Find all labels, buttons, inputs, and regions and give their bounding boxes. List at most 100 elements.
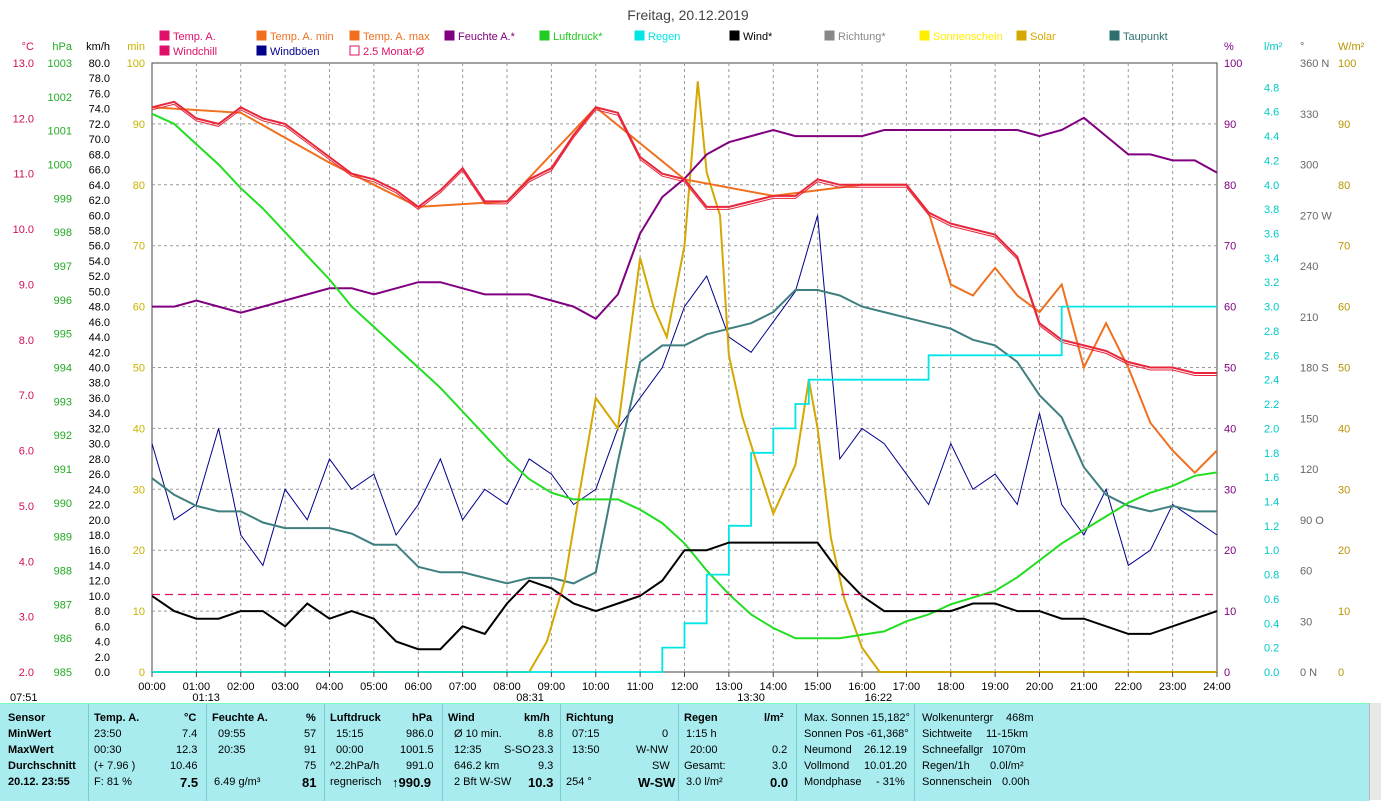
- solar-tick-label: 90: [1338, 119, 1350, 131]
- humidity-tick-label: 70: [1224, 241, 1236, 253]
- weather-chart: Freitag, 20.12.2019 Temp. A. Temp. A. min…: [10, 7, 1365, 703]
- x-tick-label: 21:00: [1070, 681, 1098, 693]
- pressure-tick-label: 993: [54, 396, 72, 408]
- pressure-tick-label: 985: [54, 667, 72, 679]
- x-tick-label: 00:00: [138, 681, 166, 693]
- humidity-tick-label: 30: [1224, 484, 1236, 496]
- clock-left-label: 07:51: [10, 692, 38, 703]
- temp-tick-label: 6.0: [19, 446, 34, 458]
- temp-header: Temp. A.: [94, 712, 140, 724]
- legend-swatch: [256, 30, 267, 41]
- rain-tick-label: 3.0: [1264, 302, 1279, 314]
- temp-avg-value: 10.46: [170, 760, 198, 772]
- temp-tick-label: 3.0: [19, 612, 34, 624]
- legend-swatch: [349, 30, 360, 41]
- rain-duration: 1:15 h: [686, 728, 717, 740]
- wind-tick-label: 32.0: [89, 423, 110, 435]
- temp-unit: °C: [184, 712, 197, 724]
- pressure-tick-label: 988: [54, 566, 72, 578]
- wind-tick-label: 62.0: [89, 195, 110, 207]
- direction-max-time: 13:50: [572, 744, 600, 756]
- humidity-tick-label: 60: [1224, 302, 1236, 314]
- status-bar: Sensor MinWert MaxWert Durchschnitt 20.1…: [0, 703, 1370, 801]
- x-tick-label: 17:00: [893, 681, 921, 693]
- direction-now-value: W-SW: [638, 775, 676, 790]
- rain-tick-label: 4.4: [1264, 131, 1279, 143]
- legend-swatch: [444, 30, 455, 41]
- series-temp-a: [151, 100, 1217, 374]
- direction-tick-label: 120: [1300, 464, 1318, 476]
- arrow-up-icon: ↑: [392, 775, 399, 790]
- x-tick-label: 13:00: [715, 681, 743, 693]
- min-tick-label: 30: [133, 484, 145, 496]
- sensor-header: Sensor: [8, 712, 46, 724]
- wind-tick-label: 50.0: [89, 286, 110, 298]
- humidity-tick-label: 10: [1224, 606, 1236, 618]
- humidity-tick-label: 80: [1224, 180, 1236, 192]
- legend-label: Windchill: [173, 46, 217, 58]
- pressure-min-time: 15:15: [336, 728, 364, 740]
- legend-swatch: [159, 30, 170, 41]
- rain-max-value: 0.2: [772, 744, 788, 756]
- rain-tick-label: 0.2: [1264, 643, 1279, 655]
- maxwert-label: MaxWert: [8, 744, 54, 756]
- temp-tick-label: 2.0: [19, 667, 34, 679]
- wind-tick-label: 76.0: [89, 88, 110, 100]
- rain-unit-label: l/m²: [1264, 41, 1283, 53]
- humidity-tick-label: 90: [1224, 119, 1236, 131]
- direction-tick-label: 150: [1300, 413, 1318, 425]
- pressure-tick-label: 1002: [48, 92, 72, 104]
- x-tick-label: 24:00: [1203, 681, 1231, 693]
- rain-per-hour-label: Regen/1h: [922, 760, 970, 772]
- snowline-label: Schneefallgr: [922, 744, 984, 756]
- rain-tick-label: 2.6: [1264, 350, 1279, 362]
- max-sun-elevation: Max. Sonnen 15,182°: [804, 712, 910, 724]
- wind-tick-label: 36.0: [89, 393, 110, 405]
- pressure-max-value: 1001.5: [400, 744, 434, 756]
- x-tick-label: 20:00: [1026, 681, 1054, 693]
- pressure-section: Luftdruck hPa 15:15 986.0 00:00 1001.5 ^…: [324, 704, 443, 801]
- series-windb-en: [151, 215, 1218, 567]
- sun-event-label: 16:22: [865, 692, 893, 703]
- rain-unit: l/m²: [764, 712, 784, 724]
- wind-tick-label: 0.0: [95, 667, 110, 679]
- direction-tick-label: 210: [1300, 312, 1318, 324]
- humidity-now-label: 6.49 g/m³: [214, 776, 261, 788]
- min-tick-label: 10: [133, 606, 145, 618]
- plot-area: [151, 81, 1218, 673]
- x-tick-label: 09:00: [538, 681, 566, 693]
- humidity-tick-label: 0: [1224, 667, 1230, 679]
- moon-phase-value: - 31%: [876, 776, 905, 788]
- humidity-header: Feuchte A.: [212, 712, 268, 724]
- pressure-tick-label: 991: [54, 464, 72, 476]
- minwert-label: MinWert: [8, 728, 52, 740]
- solar-tick-label: 40: [1338, 423, 1350, 435]
- x-tick-label: 15:00: [804, 681, 832, 693]
- wind-tick-label: 28.0: [89, 454, 110, 466]
- rain-tick-label: 0.6: [1264, 594, 1279, 606]
- wind-unit-label: km/h: [86, 41, 110, 53]
- pressure-tick-label: 987: [54, 599, 72, 611]
- temp-tick-label: 10.0: [13, 224, 34, 236]
- temp-max-time: 00:30: [94, 744, 122, 756]
- legend-swatch: [1016, 30, 1027, 41]
- scrollbar[interactable]: [1369, 703, 1381, 800]
- x-tick-label: 11:00: [627, 681, 654, 693]
- legend-label: Feuchte A.*: [458, 31, 516, 43]
- legend-swatch: [539, 30, 550, 41]
- cloud-section: Wolkenuntergr 468m Sichtweite 11-15km Sc…: [914, 704, 1054, 801]
- pressure-max-time: 00:00: [336, 744, 364, 756]
- legend-swatch: [729, 30, 740, 41]
- pressure-tick-label: 986: [54, 633, 72, 645]
- series-wind: [151, 541, 1218, 651]
- wind-now-value: 10.3: [528, 775, 554, 790]
- rain-tick-label: 4.8: [1264, 82, 1279, 94]
- temp-unit-label: °C: [22, 41, 34, 53]
- x-tick-label: 12:00: [671, 681, 699, 693]
- temp-max-value: 12.3: [176, 744, 198, 756]
- solar-tick-label: 10: [1338, 606, 1350, 618]
- direction-now-degrees: 254 °: [566, 776, 592, 788]
- rain-tick-label: 0.0: [1264, 667, 1279, 679]
- wind-header: Wind: [448, 712, 475, 724]
- sun-event-label: 01:13: [192, 692, 220, 703]
